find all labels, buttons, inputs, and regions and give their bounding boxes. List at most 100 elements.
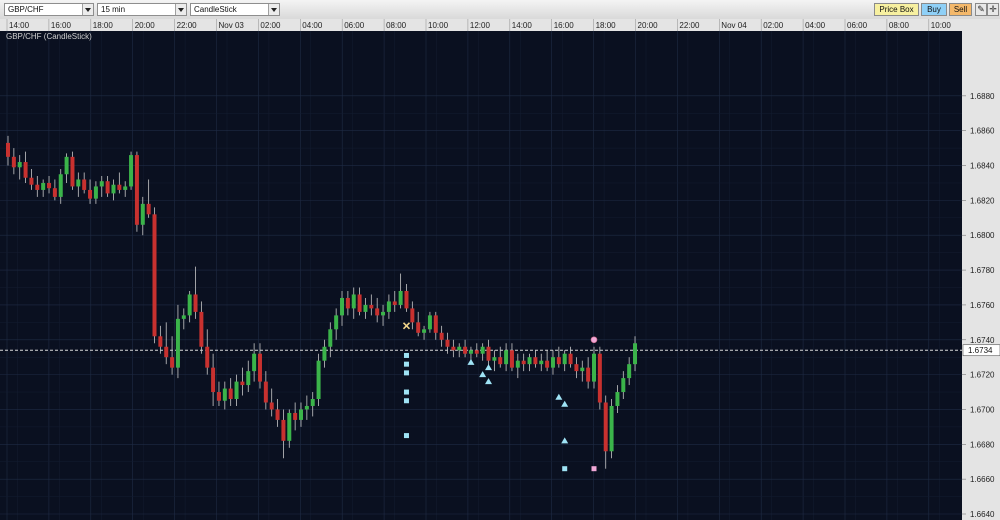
candle-body (392, 301, 397, 305)
candle (275, 399, 280, 427)
candle (504, 343, 509, 372)
buy-button[interactable]: Buy (921, 3, 947, 16)
time-tick-label: Nov 04 (721, 21, 747, 30)
candle (404, 284, 409, 312)
time-tick-label: 18:00 (596, 21, 617, 30)
candlestick-chart[interactable]: 14:00 16:00 18:00 20:00 22:00 Nov 03 02:00 04:0… (0, 19, 1000, 520)
chart-title: GBP/CHF (CandleStick) (6, 32, 92, 41)
candle (35, 175, 40, 197)
pencil-icon[interactable]: ✎ (975, 3, 987, 16)
candle (152, 207, 157, 344)
candle-body (381, 311, 386, 316)
candle (269, 388, 274, 417)
price-tick-label: 1.6660 (970, 475, 995, 484)
candle (574, 357, 579, 379)
candle-body (621, 378, 626, 393)
chevron-down-icon[interactable] (268, 4, 279, 15)
candle (82, 172, 87, 194)
time-tick-label: 12:00 (470, 21, 491, 30)
candle-body (152, 214, 157, 337)
candle-body (375, 308, 380, 316)
candle-body (99, 181, 104, 187)
candle (345, 290, 350, 316)
candle-body (568, 353, 573, 365)
candle-body (445, 339, 450, 347)
candle (480, 343, 485, 361)
candle-body (539, 360, 544, 365)
time-tick-label: 10:00 (931, 21, 952, 30)
candle (410, 301, 415, 330)
candle-body (633, 343, 638, 365)
candle (111, 179, 116, 201)
candle (468, 346, 473, 361)
candle (515, 353, 520, 379)
candle (257, 343, 262, 389)
candle (521, 353, 526, 372)
marker-triangle (485, 364, 493, 371)
candle-body (416, 322, 421, 333)
candle-body (76, 179, 81, 187)
candle-body (11, 156, 16, 168)
candle-body (422, 329, 427, 333)
candle (603, 395, 608, 469)
candle (246, 360, 251, 393)
candle-body (586, 367, 591, 382)
candle-body (609, 405, 614, 452)
candle-body (234, 381, 239, 400)
candle-body (205, 346, 210, 368)
candle-body (457, 346, 462, 351)
marker-square (403, 361, 409, 367)
candle-body (334, 315, 339, 330)
interval-select[interactable]: 15 min (97, 3, 187, 16)
price-tick-label: 1.6820 (970, 196, 995, 205)
candle-body (509, 350, 514, 368)
current-price-label: 1.6734 (968, 346, 993, 355)
time-tick-label: 08:00 (889, 21, 910, 30)
candle-body (550, 357, 555, 368)
candle (99, 175, 104, 197)
sell-button[interactable]: Sell (949, 3, 972, 16)
price-tick-label: 1.6680 (970, 440, 995, 449)
price-box-button[interactable]: Price Box (874, 3, 919, 16)
candle-body (474, 350, 479, 354)
candle-body (88, 189, 93, 199)
candle-body (58, 174, 63, 197)
candle (445, 332, 450, 354)
candle (381, 304, 386, 326)
candle (609, 399, 614, 459)
time-tick-label: 10:00 (428, 21, 449, 30)
candle-body (64, 156, 69, 175)
candle (140, 196, 145, 236)
chart-style-select[interactable]: CandleStick (190, 3, 280, 16)
marker-triangle (555, 393, 563, 400)
candle-body (328, 329, 333, 347)
candle (539, 353, 544, 372)
current-price-box: 1.6734 (962, 344, 1000, 357)
candle (474, 343, 479, 358)
candle-body (627, 364, 632, 379)
symbol-select[interactable]: GBP/CHF (4, 3, 94, 16)
candle-body (158, 336, 163, 347)
candle-body (123, 186, 128, 190)
candle (392, 290, 397, 312)
candle (205, 329, 210, 375)
candle (597, 346, 602, 410)
candle-body (304, 405, 309, 410)
candle (398, 273, 403, 309)
candle (486, 339, 491, 368)
chevron-down-icon[interactable] (175, 4, 186, 15)
candle (533, 350, 538, 368)
candle (47, 175, 52, 194)
marker-triangle (467, 358, 475, 365)
crosshair-icon[interactable]: ✛ (987, 3, 999, 16)
candle (52, 179, 57, 201)
candle-body (263, 381, 268, 403)
candle (170, 336, 175, 375)
candle (228, 378, 233, 406)
plot-area (0, 31, 962, 520)
chevron-down-icon[interactable] (82, 4, 93, 15)
candle-body (515, 360, 520, 368)
grid (0, 19, 962, 520)
candle-body (140, 203, 145, 225)
